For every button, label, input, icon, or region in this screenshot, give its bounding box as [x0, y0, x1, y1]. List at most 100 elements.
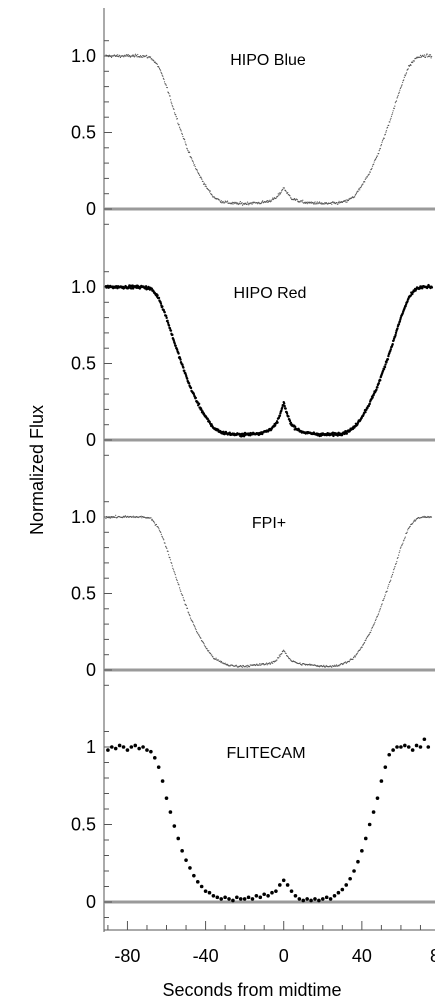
- data-point: [148, 56, 151, 58]
- data-point: [219, 897, 224, 901]
- data-point: [393, 107, 395, 110]
- data-point: [224, 202, 226, 204]
- data-point: [364, 181, 366, 183]
- data-point: [188, 614, 190, 616]
- data-point: [262, 663, 265, 665]
- data-point: [375, 618, 377, 620]
- data-point: [163, 81, 166, 83]
- data-point: [164, 542, 166, 544]
- data-point: [353, 656, 355, 658]
- data-point: [156, 63, 158, 65]
- data-point: [387, 587, 389, 589]
- data-point: [154, 522, 156, 524]
- y-tick-label: 0: [86, 892, 96, 912]
- data-point: [171, 103, 173, 105]
- data-point: [345, 201, 347, 203]
- data-point: [395, 745, 399, 749]
- data-point: [370, 629, 372, 631]
- data-point: [278, 194, 280, 196]
- data-point: [351, 196, 354, 198]
- data-point: [346, 201, 348, 203]
- data-point: [242, 897, 247, 901]
- data-point: [304, 663, 306, 665]
- data-point: [203, 889, 208, 893]
- data-point: [427, 516, 430, 518]
- data-point: [362, 644, 364, 646]
- data-point: [314, 201, 316, 203]
- data-point: [265, 662, 268, 664]
- data-point: [375, 158, 377, 160]
- data-point: [287, 415, 290, 418]
- data-point: [119, 55, 121, 57]
- y-tick-label: 0: [86, 660, 96, 680]
- data-point: [109, 517, 111, 519]
- data-point: [171, 333, 174, 337]
- data-point: [347, 199, 350, 202]
- data-point: [356, 859, 360, 864]
- data-point: [384, 133, 386, 135]
- data-point: [282, 188, 284, 191]
- data-point: [365, 639, 367, 641]
- data-point: [320, 202, 322, 204]
- data-point: [246, 895, 251, 900]
- data-point: [177, 581, 179, 584]
- data-point: [119, 56, 122, 59]
- data-point: [202, 183, 205, 185]
- data-point: [197, 172, 199, 174]
- data-point: [342, 663, 344, 665]
- data-point: [117, 743, 122, 748]
- data-point: [376, 386, 379, 389]
- data-point: [211, 194, 213, 196]
- data-point: [355, 193, 357, 196]
- data-point: [283, 404, 286, 408]
- data-point: [193, 624, 195, 627]
- data-point: [318, 201, 321, 203]
- data-point: [271, 198, 273, 201]
- data-point: [299, 201, 301, 203]
- data-point: [161, 535, 163, 537]
- data-point: [259, 663, 261, 665]
- data-point: [223, 895, 227, 900]
- data-point: [211, 894, 216, 898]
- data-point: [306, 201, 308, 204]
- data-point: [289, 195, 291, 197]
- data-point: [345, 661, 347, 663]
- data-point: [200, 177, 202, 179]
- data-point: [293, 894, 298, 898]
- data-point: [344, 199, 346, 202]
- y-tick-label: 1.0: [71, 507, 96, 527]
- data-point: [188, 612, 190, 614]
- data-point: [208, 650, 210, 652]
- data-point: [334, 664, 336, 666]
- data-point: [172, 567, 174, 569]
- data-point: [158, 67, 161, 70]
- data-point: [133, 743, 138, 748]
- data-point: [409, 525, 411, 527]
- data-point: [365, 638, 367, 640]
- data-point: [349, 198, 351, 200]
- data-point: [157, 526, 159, 528]
- data-point: [169, 557, 171, 559]
- data-point: [410, 64, 412, 66]
- data-point: [105, 517, 107, 520]
- data-point: [172, 106, 174, 108]
- data-point: [199, 174, 201, 177]
- data-point: [394, 333, 397, 337]
- data-point: [153, 521, 155, 523]
- data-point: [320, 897, 325, 901]
- data-point: [195, 880, 200, 884]
- data-point: [134, 55, 136, 57]
- data-point: [317, 664, 319, 667]
- data-point: [426, 516, 428, 519]
- data-point: [247, 202, 249, 205]
- data-point: [383, 765, 388, 769]
- data-point: [405, 72, 408, 74]
- data-point: [354, 196, 356, 198]
- data-point: [280, 191, 282, 194]
- data-point: [325, 666, 327, 668]
- data-point: [115, 54, 118, 56]
- data-point: [290, 197, 292, 199]
- panel-flitecam: 0 0.5 1 FLITECAM: [71, 731, 435, 918]
- data-point: [301, 201, 303, 203]
- data-point: [194, 165, 196, 168]
